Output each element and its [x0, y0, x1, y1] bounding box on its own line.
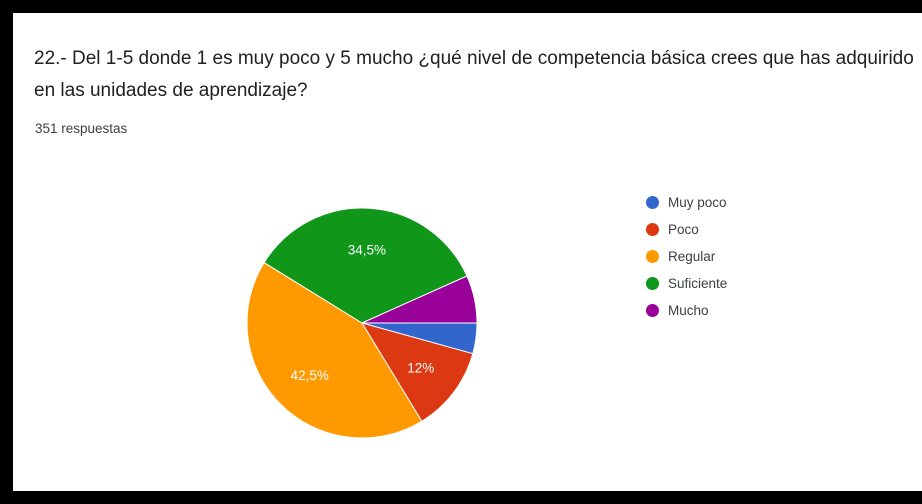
legend-swatch-icon: [646, 277, 659, 290]
legend-swatch-icon: [646, 196, 659, 209]
legend-item-suficiente[interactable]: Suficiente: [646, 270, 727, 297]
legend-swatch-icon: [646, 223, 659, 236]
legend-label: Regular: [668, 249, 716, 264]
slice-label-regular: 42,5%: [291, 368, 329, 383]
legend-item-poco[interactable]: Poco: [646, 216, 727, 243]
legend-label: Muy poco: [668, 195, 727, 210]
legend-swatch-icon: [646, 250, 659, 263]
legend-label: Poco: [668, 222, 699, 237]
chart-card: 22.- Del 1-5 donde 1 es muy poco y 5 muc…: [13, 13, 922, 491]
pie-slice-suficiente[interactable]: [263, 207, 468, 324]
legend-label: Suficiente: [668, 276, 728, 291]
question-title: 22.- Del 1-5 donde 1 es muy poco y 5 muc…: [34, 48, 914, 101]
legend-item-regular[interactable]: Regular: [646, 243, 727, 270]
legend-label: Mucho: [668, 303, 709, 318]
response-count: 351 respuestas: [35, 121, 128, 136]
pie-slice-regular[interactable]: [246, 261, 423, 439]
pie-slice-mucho[interactable]: [361, 275, 478, 324]
pie-chart: 12% 42,5% 34,5%: [246, 207, 478, 439]
legend-swatch-icon: [646, 304, 659, 317]
legend-item-mucho[interactable]: Mucho: [646, 297, 727, 324]
legend-item-muy-poco[interactable]: Muy poco: [646, 189, 727, 216]
pie-slice-poco[interactable]: [360, 322, 474, 422]
chart-legend: Muy poco Poco Regular Suficiente Mucho: [646, 189, 727, 324]
slice-label-poco: 12%: [407, 360, 434, 375]
slice-label-suficiente: 34,5%: [348, 243, 386, 258]
